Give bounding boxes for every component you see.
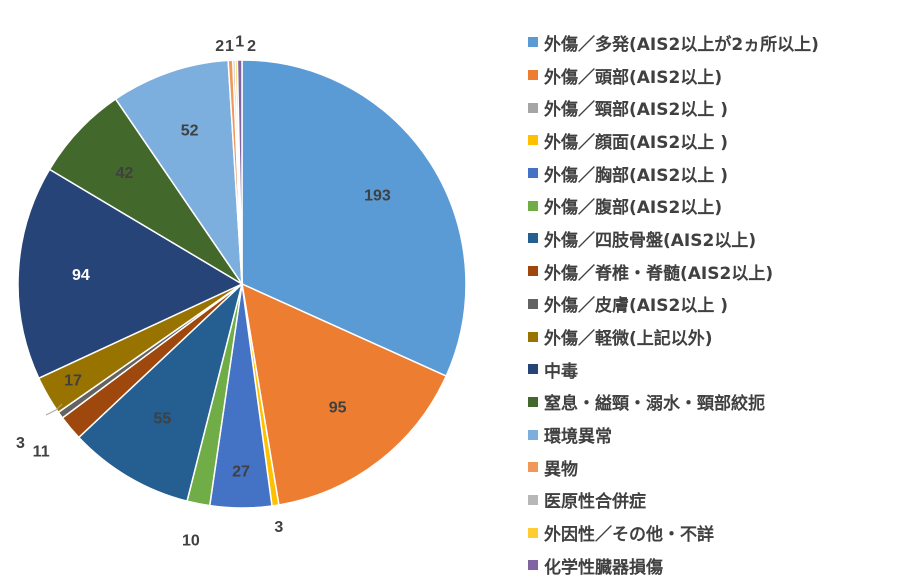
legend-swatch <box>528 462 538 473</box>
legend-label: 外因性／その他・不詳 <box>544 525 714 546</box>
legend-item: 外傷／四肢骨盤(AIS2以上) <box>528 222 898 255</box>
legend-label: 外傷／軽微(上記以外) <box>544 329 713 350</box>
legend-swatch <box>528 37 538 48</box>
legend-label: 環境異常 <box>544 427 612 448</box>
legend-item: 環境異常 <box>528 418 898 451</box>
data-label: 94 <box>72 267 90 284</box>
legend-label: 外傷／皮膚(AIS2以上 ) <box>544 296 729 317</box>
legend-item: 外傷／脊椎・脊髄(AIS2以上) <box>528 255 898 288</box>
legend-swatch <box>528 70 538 81</box>
data-label: 27 <box>232 463 250 480</box>
data-label: 1 <box>225 38 234 55</box>
legend-label: 窒息・縊頸・溺水・頸部絞扼 <box>544 394 765 415</box>
data-label: 2 <box>247 38 256 55</box>
legend-item: 中毒 <box>528 353 898 386</box>
legend-item: 医原性合併症 <box>528 484 898 517</box>
legend-swatch <box>528 168 538 179</box>
pie-slices <box>17 59 467 509</box>
data-label: 2 <box>215 38 224 55</box>
legend-swatch <box>528 560 538 571</box>
legend-item: 外傷／皮膚(AIS2以上 ) <box>528 288 898 321</box>
data-label: 42 <box>116 165 134 182</box>
data-label: 3 <box>274 519 283 536</box>
data-label: 52 <box>181 123 199 140</box>
pie-slice <box>241 282 448 506</box>
legend-swatch <box>528 331 538 342</box>
legend-label: 外傷／四肢骨盤(AIS2以上) <box>544 230 757 251</box>
legend-swatch <box>528 527 538 538</box>
legend-swatch <box>528 494 538 505</box>
data-label: 193 <box>364 188 391 205</box>
legend-label: 外傷／顔面(AIS2以上 ) <box>544 132 729 153</box>
legend-swatch <box>528 429 538 440</box>
legend-label: 中毒 <box>544 361 578 382</box>
data-label: 10 <box>182 532 200 549</box>
legend-label: 医原性合併症 <box>544 492 646 513</box>
legend-swatch <box>528 233 538 244</box>
data-label: 11 <box>33 444 50 461</box>
pie-slice <box>114 59 243 287</box>
legend-item: 異物 <box>528 451 898 484</box>
legend-label: 外傷／胸部(AIS2以上 ) <box>544 165 729 186</box>
legend-label: 異物 <box>544 459 578 480</box>
legend-swatch <box>528 102 538 113</box>
leader-line <box>45 403 63 416</box>
legend-swatch <box>528 298 538 309</box>
legend-item: 窒息・縊頸・溺水・頸部絞扼 <box>528 386 898 419</box>
legend-item: 化学性臓器損傷 <box>528 549 898 582</box>
legend-swatch <box>528 396 538 407</box>
data-label: 17 <box>64 372 82 389</box>
legend-item: 外傷／胸部(AIS2以上 ) <box>528 157 898 190</box>
pie-slice <box>77 281 244 503</box>
data-label: 95 <box>329 399 347 416</box>
data-label: 1 <box>235 33 244 50</box>
legend-item: 外傷／多発(AIS2以上が2ヵ所以上) <box>528 26 898 59</box>
legend-item: 外傷／頭部(AIS2以上) <box>528 59 898 92</box>
data-label: 3 <box>16 435 25 452</box>
legend-swatch <box>528 266 538 277</box>
legend-label: 化学性臓器損傷 <box>544 557 663 578</box>
legend-label: 外傷／腹部(AIS2以上) <box>544 198 723 219</box>
legend-swatch <box>528 364 538 375</box>
legend-label: 外傷／頸部(AIS2以上 ) <box>544 100 729 121</box>
legend-label: 外傷／頭部(AIS2以上) <box>544 67 723 88</box>
legend-item: 外傷／軽微(上記以外) <box>528 320 898 353</box>
legend-label: 外傷／脊椎・脊髄(AIS2以上) <box>544 263 774 284</box>
data-label: 55 <box>154 410 172 427</box>
pie-slice <box>17 168 244 380</box>
pie-slice <box>236 59 243 285</box>
legend-swatch <box>528 135 538 146</box>
legend-item: 外傷／腹部(AIS2以上) <box>528 189 898 222</box>
legend-label: 外傷／多発(AIS2以上が2ヵ所以上) <box>544 34 819 55</box>
legend-item: 外傷／頸部(AIS2以上 ) <box>528 91 898 124</box>
legend-swatch <box>528 200 538 211</box>
pie-slice <box>241 59 467 378</box>
chart-legend: 外傷／多発(AIS2以上が2ヵ所以上) 外傷／頭部(AIS2以上) 外傷／頸部(AI… <box>528 26 898 582</box>
legend-item: 外因性／その他・不詳 <box>528 516 898 549</box>
legend-item: 外傷／顔面(AIS2以上 ) <box>528 124 898 157</box>
